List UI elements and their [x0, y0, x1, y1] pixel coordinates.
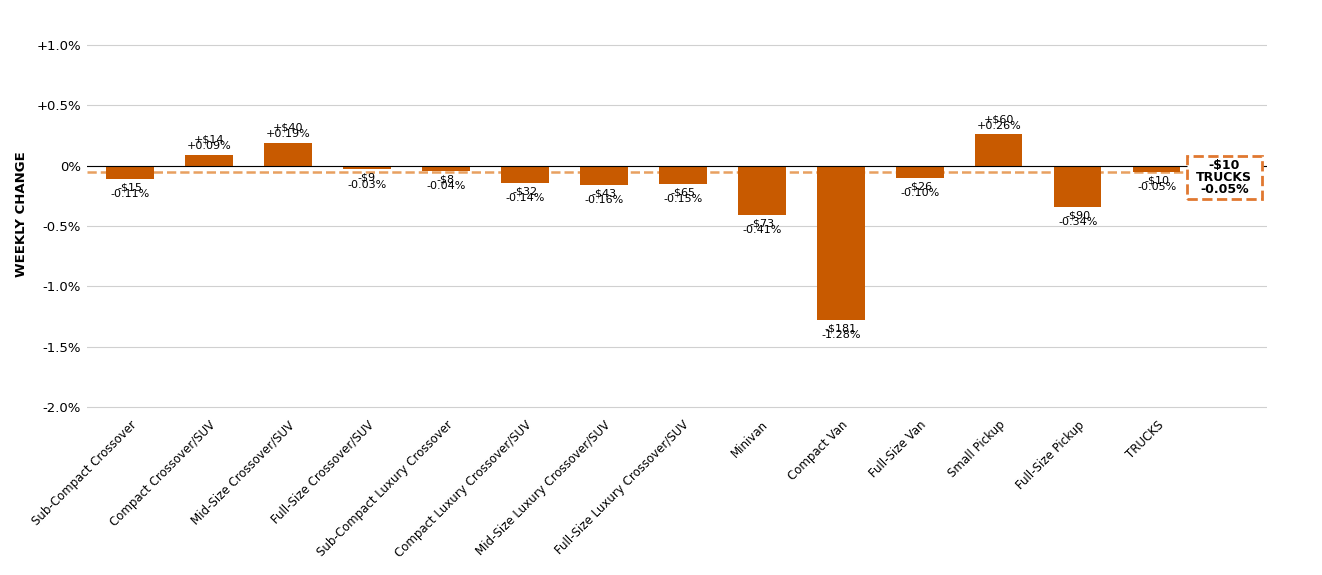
- Text: +0.09%: +0.09%: [186, 141, 231, 151]
- Text: -0.14%: -0.14%: [505, 193, 545, 203]
- Bar: [1054, 166, 1101, 207]
- Text: -$181: -$181: [825, 324, 857, 334]
- Bar: [1133, 166, 1181, 172]
- Bar: [896, 166, 944, 178]
- Bar: [660, 166, 706, 184]
- Bar: [185, 155, 233, 166]
- Bar: [264, 143, 312, 166]
- Text: -1.28%: -1.28%: [821, 330, 861, 340]
- Text: -0.04%: -0.04%: [426, 181, 465, 191]
- Text: -0.03%: -0.03%: [348, 179, 386, 190]
- Bar: [344, 166, 390, 170]
- Bar: [817, 166, 865, 320]
- Text: -$65: -$65: [670, 187, 695, 197]
- Text: -0.34%: -0.34%: [1058, 217, 1097, 227]
- Text: TRUCKS: TRUCKS: [1196, 171, 1252, 185]
- Text: -$8: -$8: [436, 174, 455, 184]
- Text: -0.05%: -0.05%: [1200, 183, 1248, 197]
- Text: -0.11%: -0.11%: [110, 189, 149, 200]
- Text: +$14: +$14: [194, 135, 225, 145]
- Bar: [976, 135, 1022, 166]
- Bar: [738, 166, 785, 215]
- FancyBboxPatch shape: [1187, 156, 1261, 200]
- Text: +$60: +$60: [984, 114, 1014, 124]
- Text: -0.41%: -0.41%: [742, 225, 781, 235]
- Text: +0.26%: +0.26%: [977, 121, 1021, 131]
- Bar: [422, 166, 469, 171]
- Text: -$10: -$10: [1145, 175, 1169, 185]
- Text: -$73: -$73: [750, 219, 775, 229]
- Text: -0.15%: -0.15%: [664, 194, 702, 204]
- Bar: [580, 166, 628, 185]
- Text: +0.19%: +0.19%: [266, 129, 311, 139]
- Text: -$10: -$10: [1208, 159, 1240, 172]
- Bar: [106, 166, 153, 179]
- Text: -$90: -$90: [1066, 210, 1091, 220]
- Text: -$43: -$43: [591, 189, 616, 198]
- Text: -0.10%: -0.10%: [900, 188, 940, 198]
- Text: -$26: -$26: [907, 181, 932, 191]
- Text: -$15: -$15: [118, 183, 143, 193]
- Text: -0.16%: -0.16%: [584, 196, 624, 205]
- Bar: [501, 166, 549, 183]
- Text: +$40: +$40: [272, 122, 303, 133]
- Y-axis label: WEEKLY CHANGE: WEEKLY CHANGE: [15, 151, 28, 277]
- Text: -0.05%: -0.05%: [1137, 182, 1177, 192]
- Text: -$9: -$9: [358, 173, 375, 183]
- Text: -$32: -$32: [513, 186, 538, 196]
